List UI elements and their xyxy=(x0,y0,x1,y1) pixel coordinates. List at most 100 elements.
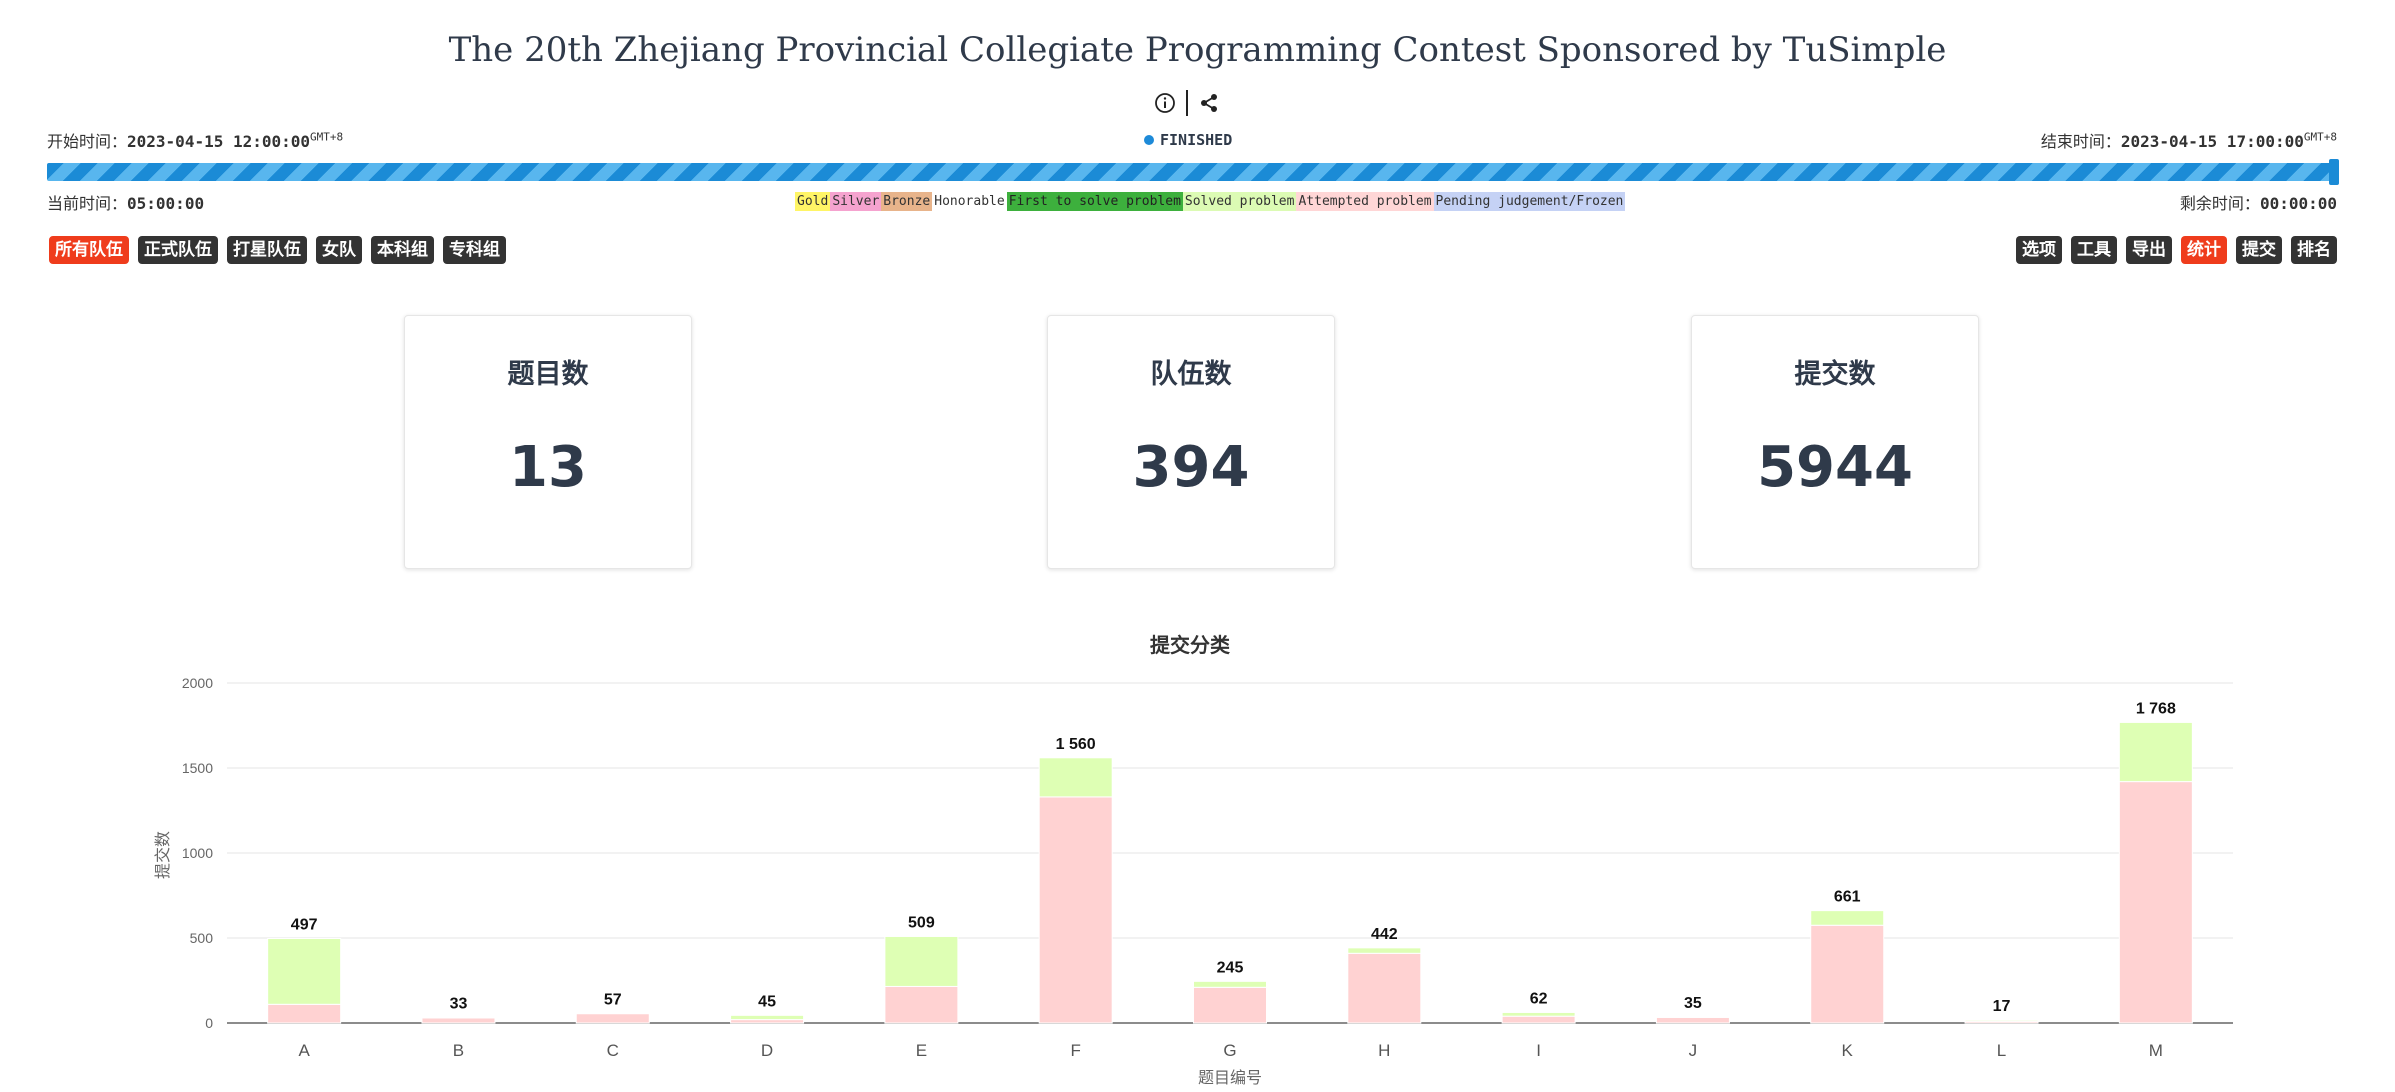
bar-total-label: 57 xyxy=(604,991,622,1008)
tools-button[interactable]: 工具 xyxy=(2071,236,2117,264)
x-tick-label: A xyxy=(298,1041,310,1060)
y-tick-label: 1000 xyxy=(182,845,213,861)
x-tick-label: D xyxy=(761,1041,773,1060)
bar-total-label: 497 xyxy=(291,917,318,934)
bar-segment xyxy=(1193,986,1267,1024)
legend-item: Bronze xyxy=(881,192,933,211)
bar-total-label: 17 xyxy=(1993,998,2011,1015)
x-tick-label: H xyxy=(1378,1041,1390,1060)
start-time-tz: GMT+8 xyxy=(310,130,344,144)
status-legend: Gold Silver Bronze Honorable First to solve … xyxy=(795,192,1626,211)
legend-item: Gold xyxy=(795,192,831,211)
problem-count-card: 题目数 13 xyxy=(404,315,692,569)
filter-star-teams-button[interactable]: 打星队伍 xyxy=(227,236,307,264)
bar-segment xyxy=(884,985,959,1024)
bar-segment xyxy=(1038,757,1113,798)
current-time: 当前时间：05:00:00 xyxy=(47,190,204,214)
bar-segment xyxy=(421,1017,496,1024)
chart-title: 提交分类 xyxy=(1150,633,1230,657)
statistics-button[interactable]: 统计 xyxy=(2181,236,2227,264)
filter-junior-college-button[interactable]: 专科组 xyxy=(443,236,506,264)
bar-segment xyxy=(1964,1019,2039,1022)
current-time-value: 05:00:00 xyxy=(127,194,205,213)
bar-segment xyxy=(2118,721,2193,783)
x-tick-label: B xyxy=(453,1041,464,1060)
team-filter-bar: 所有队伍 正式队伍 打星队伍 女队 本科组 专科组 xyxy=(49,236,506,264)
x-tick-label: G xyxy=(1223,1041,1236,1060)
bar-segment xyxy=(267,1003,342,1024)
x-tick-label: L xyxy=(1997,1041,2006,1060)
submission-count-card: 提交数 5944 xyxy=(1691,315,1979,569)
export-button[interactable]: 导出 xyxy=(2126,236,2172,264)
x-tick-label: F xyxy=(1070,1041,1080,1060)
bar-segment xyxy=(730,1019,805,1024)
status-text: FINISHED xyxy=(1160,131,1233,149)
team-count-value: 394 xyxy=(1132,435,1250,500)
bar-total-label: 62 xyxy=(1530,990,1548,1007)
bar-total-label: 1 560 xyxy=(1056,736,1096,753)
bar-segment xyxy=(1347,947,1422,954)
x-tick-label: C xyxy=(607,1041,619,1060)
legend-item: First to solve problem xyxy=(1006,192,1183,211)
legend-item: Solved problem xyxy=(1182,192,1297,211)
end-time-value: 2023-04-15 17:00:00 xyxy=(2120,132,2304,151)
filter-all-teams-button[interactable]: 所有队伍 xyxy=(49,236,129,264)
end-time: 结束时间：2023-04-15 17:00:00GMT+8 xyxy=(2041,128,2337,152)
status-dot-icon xyxy=(1144,135,1154,145)
problem-count-label: 题目数 xyxy=(507,359,589,390)
y-tick-label: 2000 xyxy=(182,675,213,691)
bar-total-label: 442 xyxy=(1371,926,1398,943)
start-time: 开始时间：2023-04-15 12:00:00GMT+8 xyxy=(47,128,343,152)
contest-progress-bar[interactable] xyxy=(47,159,2339,185)
bar-total-label: 509 xyxy=(908,914,935,931)
bar-segment xyxy=(1810,924,1885,1024)
start-time-value: 2023-04-15 12:00:00 xyxy=(127,132,311,151)
legend-item: Silver xyxy=(830,192,882,211)
submissions-button[interactable]: 提交 xyxy=(2236,236,2282,264)
bar-segment xyxy=(267,938,342,1005)
progress-handle[interactable] xyxy=(2329,159,2339,185)
x-tick-label: M xyxy=(2149,1041,2163,1060)
ranking-button[interactable]: 排名 xyxy=(2291,236,2337,264)
bar-segment xyxy=(884,935,959,987)
bar-segment xyxy=(1810,910,1885,926)
bar-segment xyxy=(1501,1015,1576,1024)
legend-item: Attempted problem xyxy=(1296,192,1434,211)
bar-total-label: 33 xyxy=(450,995,468,1012)
bar-total-label: 245 xyxy=(1217,959,1244,976)
x-tick-label: I xyxy=(1536,1041,1541,1060)
icon-separator xyxy=(1186,90,1188,116)
filter-undergraduate-button[interactable]: 本科组 xyxy=(371,236,434,264)
filter-female-teams-button[interactable]: 女队 xyxy=(316,236,362,264)
bar-segment xyxy=(575,1013,650,1024)
x-tick-label: E xyxy=(916,1041,927,1060)
bar-segment xyxy=(1038,796,1113,1024)
start-time-label: 开始时间： xyxy=(47,132,128,151)
x-tick-label: K xyxy=(1842,1041,1854,1060)
filter-official-teams-button[interactable]: 正式队伍 xyxy=(138,236,218,264)
options-button[interactable]: 选项 xyxy=(2016,236,2062,264)
y-tick-label: 0 xyxy=(205,1015,213,1031)
y-tick-label: 500 xyxy=(190,930,214,946)
x-tick-label: J xyxy=(1689,1041,1698,1060)
share-icon[interactable] xyxy=(1198,92,1220,114)
remaining-time-label: 剩余时间： xyxy=(2179,194,2260,213)
problem-count-value: 13 xyxy=(509,435,587,500)
remaining-time-value: 00:00:00 xyxy=(2259,194,2337,213)
bar-segment xyxy=(1193,980,1267,988)
y-axis-label: 提交数 xyxy=(154,831,172,879)
contest-title: The 20th Zhejiang Provincial Collegiate … xyxy=(448,30,1947,70)
submission-count-label: 提交数 xyxy=(1794,359,1876,390)
bar-segment xyxy=(1347,952,1422,1024)
bar-segment xyxy=(421,1016,496,1019)
remaining-time: 剩余时间：00:00:00 xyxy=(2180,190,2337,214)
bar-segment xyxy=(730,1014,805,1021)
info-icon[interactable] xyxy=(1154,92,1176,114)
bar-segment xyxy=(1501,1011,1576,1017)
toolbar: 选项 工具 导出 统计 提交 排名 xyxy=(2016,236,2337,264)
team-count-card: 队伍数 394 xyxy=(1047,315,1335,569)
end-time-tz: GMT+8 xyxy=(2303,130,2337,144)
y-tick-label: 1500 xyxy=(182,760,213,776)
bar-segment xyxy=(2118,781,2193,1024)
